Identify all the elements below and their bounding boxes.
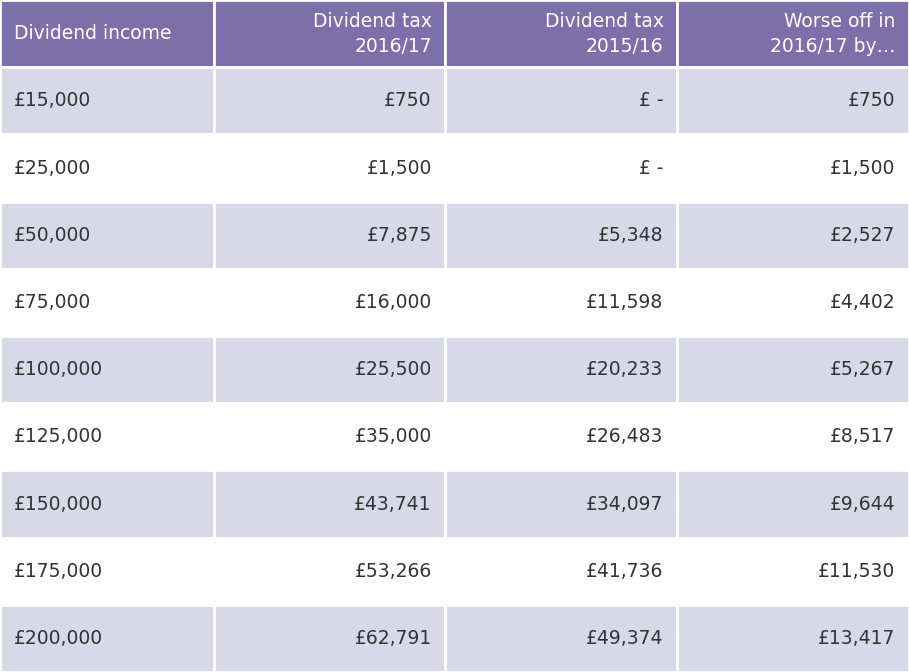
Bar xyxy=(445,269,677,336)
Text: £11,530: £11,530 xyxy=(818,562,895,581)
Text: £ -: £ - xyxy=(639,159,664,177)
Bar xyxy=(214,67,445,134)
Bar xyxy=(0,336,214,403)
Text: £5,267: £5,267 xyxy=(830,360,895,379)
Bar xyxy=(0,134,214,202)
Text: £750: £750 xyxy=(848,91,895,110)
Text: Dividend tax
2016/17: Dividend tax 2016/17 xyxy=(313,11,432,56)
Text: £4,402: £4,402 xyxy=(830,293,895,312)
Bar xyxy=(445,538,677,605)
Bar xyxy=(445,605,677,672)
Text: £8,517: £8,517 xyxy=(830,427,895,446)
Bar xyxy=(445,134,677,202)
Bar xyxy=(214,403,445,470)
Text: £16,000: £16,000 xyxy=(355,293,432,312)
Bar xyxy=(677,202,909,269)
Text: £50,000: £50,000 xyxy=(14,226,91,245)
Text: £34,097: £34,097 xyxy=(586,495,664,513)
Text: £53,266: £53,266 xyxy=(355,562,432,581)
Bar xyxy=(677,336,909,403)
Text: £2,527: £2,527 xyxy=(830,226,895,245)
Bar xyxy=(214,202,445,269)
Text: Dividend tax
2015/16: Dividend tax 2015/16 xyxy=(544,11,664,56)
Text: Dividend income: Dividend income xyxy=(14,24,171,43)
Text: £200,000: £200,000 xyxy=(14,629,103,648)
Text: £15,000: £15,000 xyxy=(14,91,91,110)
Text: £43,741: £43,741 xyxy=(355,495,432,513)
Bar xyxy=(0,67,214,134)
Text: £49,374: £49,374 xyxy=(586,629,664,648)
Text: £25,000: £25,000 xyxy=(14,159,91,177)
Text: £125,000: £125,000 xyxy=(14,427,103,446)
Text: £175,000: £175,000 xyxy=(14,562,103,581)
Bar xyxy=(0,538,214,605)
Bar xyxy=(214,336,445,403)
Text: Worse off in
2016/17 by…: Worse off in 2016/17 by… xyxy=(770,11,895,56)
Text: £35,000: £35,000 xyxy=(355,427,432,446)
Text: £7,875: £7,875 xyxy=(366,226,432,245)
Bar xyxy=(677,134,909,202)
Bar xyxy=(677,403,909,470)
Text: £75,000: £75,000 xyxy=(14,293,91,312)
Bar xyxy=(0,403,214,470)
Bar xyxy=(214,605,445,672)
Bar xyxy=(214,470,445,538)
Bar xyxy=(677,538,909,605)
Bar xyxy=(0,202,214,269)
Text: £25,500: £25,500 xyxy=(355,360,432,379)
Text: £1,500: £1,500 xyxy=(830,159,895,177)
Bar xyxy=(677,67,909,134)
Text: £20,233: £20,233 xyxy=(586,360,664,379)
Text: £13,417: £13,417 xyxy=(818,629,895,648)
Text: £5,348: £5,348 xyxy=(598,226,664,245)
Bar xyxy=(445,336,677,403)
Bar xyxy=(677,0,909,67)
Bar xyxy=(445,470,677,538)
Bar xyxy=(214,538,445,605)
Bar xyxy=(0,0,214,67)
Bar xyxy=(445,67,677,134)
Text: £41,736: £41,736 xyxy=(586,562,664,581)
Text: £ -: £ - xyxy=(639,91,664,110)
Bar xyxy=(0,269,214,336)
Bar xyxy=(214,0,445,67)
Bar xyxy=(0,470,214,538)
Bar xyxy=(677,605,909,672)
Text: £1,500: £1,500 xyxy=(366,159,432,177)
Text: £11,598: £11,598 xyxy=(586,293,664,312)
Bar xyxy=(445,0,677,67)
Text: £62,791: £62,791 xyxy=(355,629,432,648)
Text: £100,000: £100,000 xyxy=(14,360,103,379)
Bar xyxy=(677,269,909,336)
Bar xyxy=(445,403,677,470)
Bar xyxy=(677,470,909,538)
Bar xyxy=(214,134,445,202)
Bar xyxy=(445,202,677,269)
Text: £26,483: £26,483 xyxy=(586,427,664,446)
Bar xyxy=(214,269,445,336)
Bar xyxy=(0,605,214,672)
Text: £750: £750 xyxy=(385,91,432,110)
Text: £150,000: £150,000 xyxy=(14,495,103,513)
Text: £9,644: £9,644 xyxy=(830,495,895,513)
